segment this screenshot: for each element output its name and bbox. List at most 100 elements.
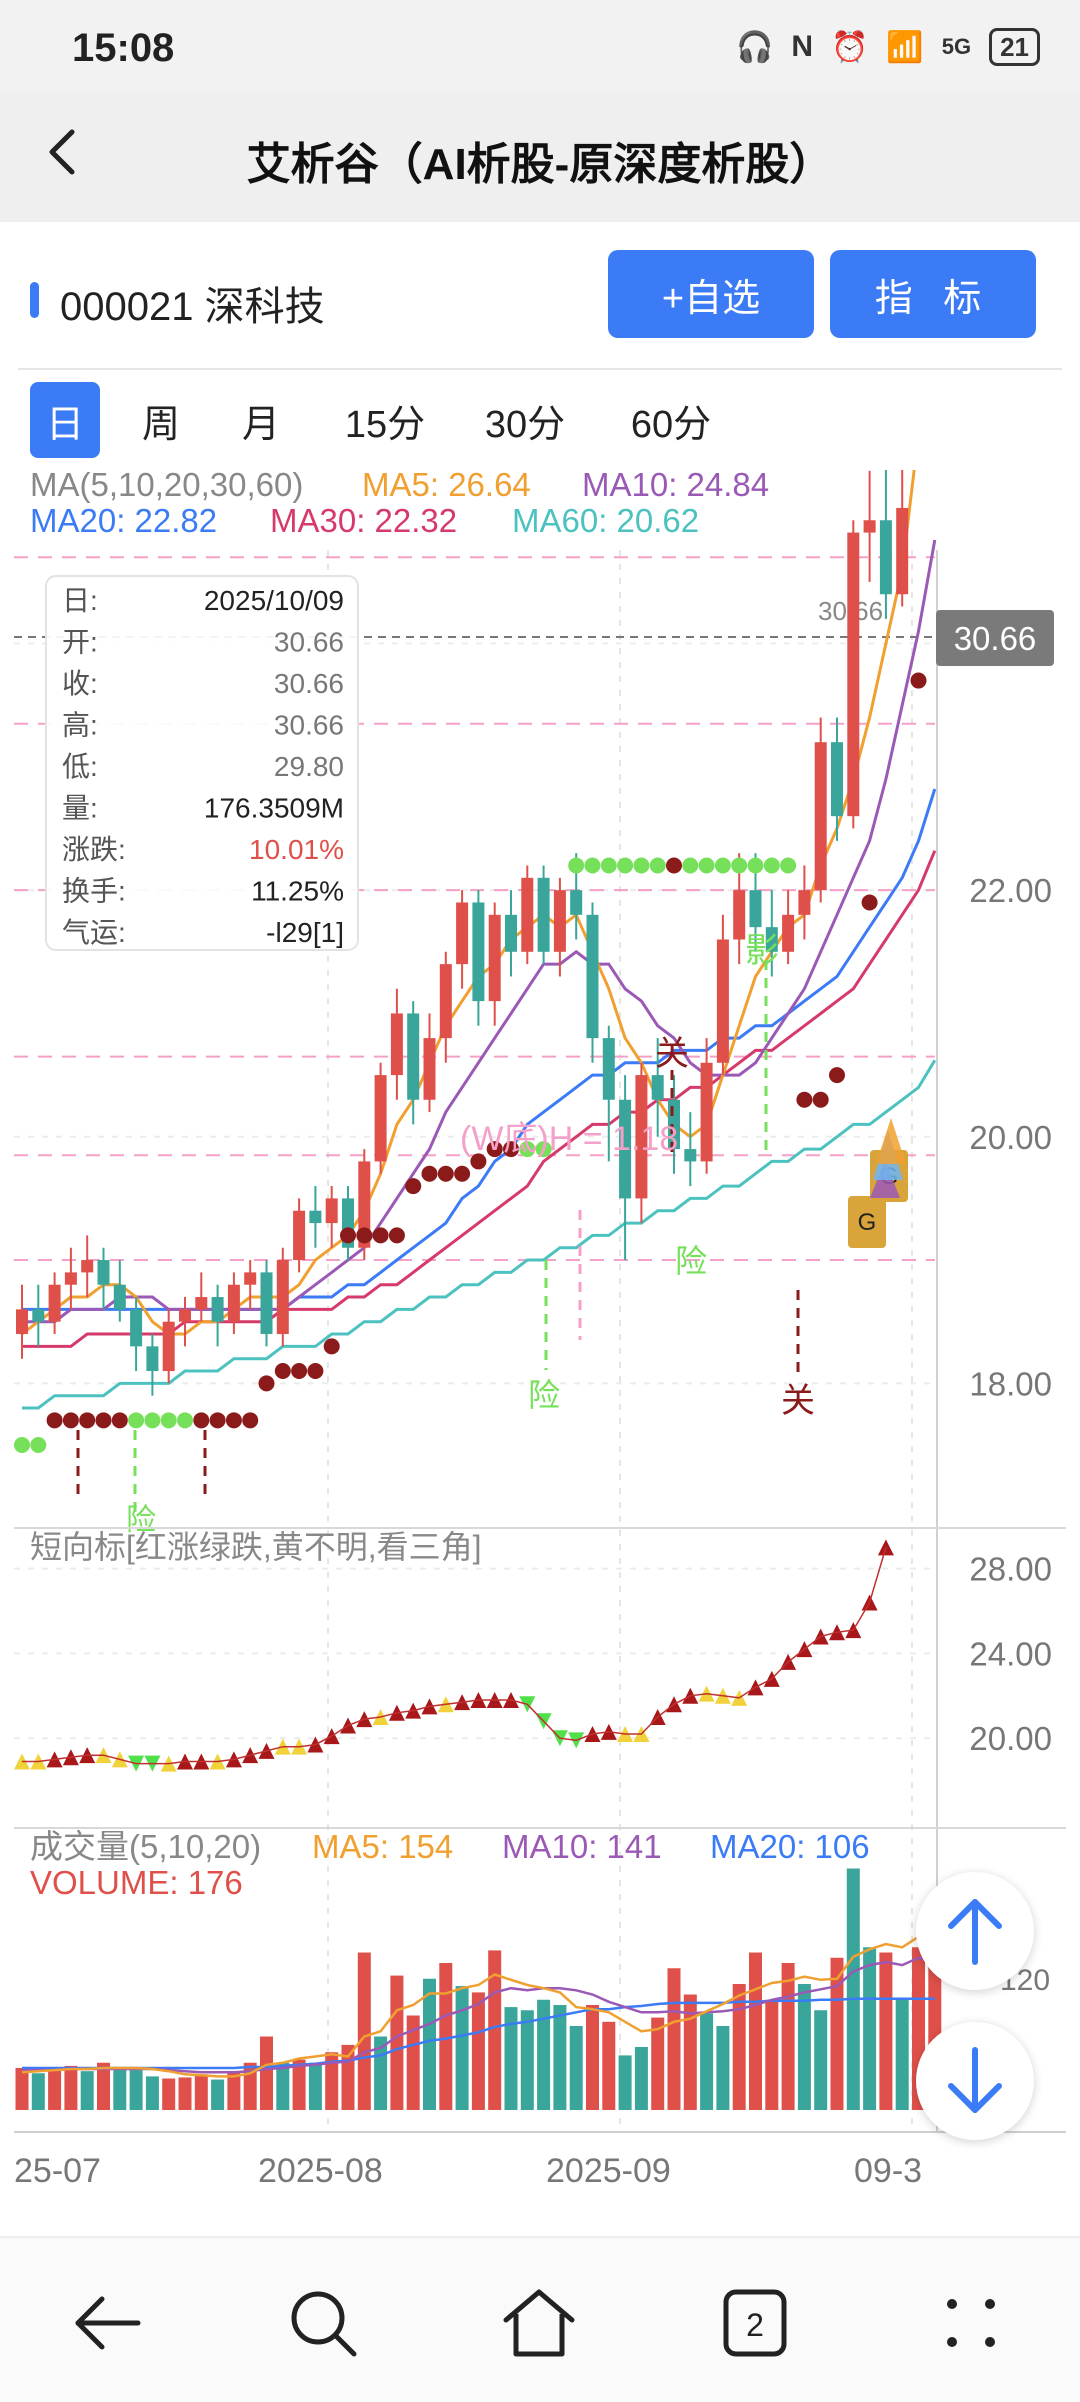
add-watchlist-button[interactable]: +自选	[608, 250, 814, 338]
scroll-up-button[interactable]	[916, 1872, 1034, 1990]
candle-body-6	[113, 1284, 126, 1310]
close-label-1: 关	[655, 1035, 689, 1073]
risk-label-2: 险	[675, 1243, 707, 1279]
volume-bar-8	[145, 2076, 159, 2110]
volume-bar-15	[260, 2036, 273, 2110]
candle-5	[97, 1247, 110, 1310]
signal-dot-47	[796, 1091, 813, 1108]
signal-dot-31	[519, 1141, 536, 1158]
tab-week[interactable]: 周	[141, 403, 180, 446]
risk-label-3: 险	[126, 1504, 156, 1537]
volume-bar-28	[471, 1992, 485, 2110]
volume-bar-44	[732, 1984, 746, 2110]
candle-54	[896, 470, 909, 607]
volume-bar-12	[211, 2079, 225, 2110]
current-price-value: 30.66	[954, 620, 1037, 657]
candle-1	[32, 1284, 45, 1347]
info-label-0: 日:	[62, 585, 98, 616]
volume-bar-32	[537, 1999, 551, 2110]
signal-dot-19	[323, 1338, 340, 1355]
candle-body-52	[863, 520, 876, 533]
volume-bar-38	[634, 2047, 648, 2110]
info-value-3: 30.66	[274, 710, 344, 741]
candle-37	[619, 1075, 632, 1261]
info-box-rows: 日: 2025/10/09 开: 30.66 收: 30.66 高: 30.66 低: 29.80…	[62, 585, 344, 948]
candle-31	[521, 865, 534, 965]
candle-body-44	[733, 890, 746, 940]
back-icon[interactable]	[36, 122, 96, 182]
signal-dot-37	[633, 857, 650, 874]
nav-home-icon[interactable]	[494, 2278, 584, 2368]
signal-dot-29	[486, 1141, 503, 1158]
candle-body-36	[602, 1038, 615, 1100]
headphones-icon: 🎧	[735, 30, 774, 64]
g-badge-1-label: G	[858, 1209, 877, 1236]
app-bar: 艾析谷（AI析股-原深度析股）	[0, 92, 1080, 222]
volume-bar-52	[863, 1947, 877, 2110]
signal-dot-22	[372, 1227, 389, 1244]
current-price-tag	[936, 610, 1054, 666]
volume-bar-5	[97, 2062, 110, 2110]
candle-41	[684, 1112, 697, 1187]
indicator-button[interactable]: 指 标	[830, 250, 1036, 338]
candle-body-35	[586, 914, 599, 1039]
status-icons: 🎧 N ⏰ 📶 5G 21	[736, 28, 1040, 66]
candle-body-37	[619, 1099, 632, 1199]
candle-body-51	[847, 532, 860, 817]
ma30-label: MA30: 22.32	[270, 502, 457, 539]
tab-month[interactable]: 月	[241, 403, 280, 446]
signal-dot-41	[698, 857, 715, 874]
candle-body-54	[896, 507, 909, 595]
volume-bar-35	[586, 2005, 599, 2110]
candle-body-21	[358, 1161, 371, 1248]
signal-dot-23	[388, 1227, 405, 1244]
price-tick-6: 20.00	[969, 1119, 1052, 1156]
tab-60min[interactable]: 60分	[630, 403, 712, 446]
volume-bar-1	[31, 2073, 45, 2110]
candle-15	[260, 1260, 273, 1347]
candle-body-7	[130, 1309, 143, 1347]
signal-dot-36	[617, 857, 634, 874]
candle-10	[179, 1297, 191, 1347]
candle-body-3	[64, 1272, 77, 1285]
candle-body-5	[97, 1260, 110, 1285]
candle-body-49	[814, 742, 827, 891]
ma5-label: MA5: 26.64	[362, 470, 531, 503]
tab-day[interactable]: 日	[30, 382, 100, 458]
kline-chart[interactable]: MA(5,10,20,30,60) MA5: 26.64 MA10: 24.84…	[0, 470, 1080, 2236]
short-indicator-axis: 28.00 24.00 20.00	[14, 1551, 1052, 1757]
candle-24	[407, 1001, 420, 1125]
volume-bar-17	[292, 2059, 306, 2110]
x-label-last: 09-3	[854, 2152, 922, 2190]
nav-back-icon[interactable]	[62, 2278, 152, 2368]
signal-dot-28	[470, 1153, 487, 1170]
short-indicator-marks	[14, 1539, 894, 1772]
candle-49	[814, 717, 827, 903]
stock-header: 000021 深科技 +自选 指 标	[0, 222, 1080, 372]
info-label-3: 高:	[62, 710, 98, 741]
shadow-label: 影	[745, 932, 779, 970]
signal-dot-49	[829, 1067, 845, 1084]
tab-30min[interactable]: 30分	[484, 403, 566, 446]
candle-38	[635, 1062, 648, 1224]
tab-15min[interactable]: 15分	[344, 403, 426, 446]
candle-21	[358, 1149, 371, 1261]
alarm-icon: ⏰	[831, 30, 869, 64]
nav-search-icon[interactable]	[278, 2278, 368, 2368]
nav-tabs-icon[interactable]: 2	[710, 2278, 800, 2368]
nav-more-icon[interactable]	[926, 2278, 1016, 2368]
signal-dot-13	[225, 1412, 242, 1429]
candle-body-13	[227, 1284, 240, 1322]
candle-14	[244, 1260, 257, 1310]
risk-label-1: 险	[528, 1377, 560, 1413]
candle-body-31	[521, 877, 534, 952]
candle-25	[423, 1013, 436, 1113]
triangle-orange	[876, 1118, 906, 1164]
scroll-down-button[interactable]	[916, 2022, 1034, 2140]
signal-dot-50	[861, 894, 878, 911]
candle-body-23	[390, 1013, 403, 1076]
ma10-label: MA10: 24.84	[582, 470, 769, 503]
candle-16	[276, 1247, 289, 1347]
info-value-6: 10.01%	[249, 834, 344, 865]
